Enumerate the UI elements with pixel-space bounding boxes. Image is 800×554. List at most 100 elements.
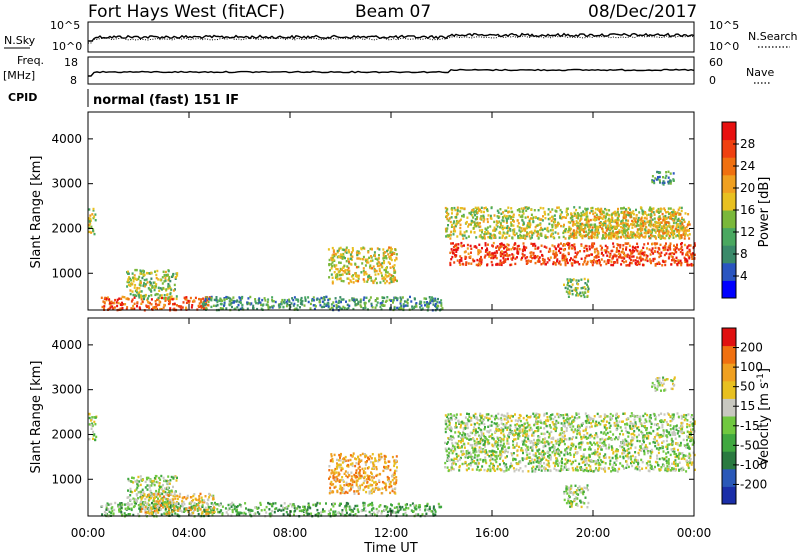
range-cell xyxy=(651,179,654,182)
range-cell xyxy=(170,475,173,479)
range-cell xyxy=(123,512,126,515)
range-cell xyxy=(357,302,360,305)
range-cell xyxy=(520,227,523,230)
range-cell xyxy=(366,460,368,463)
range-cell xyxy=(578,227,581,230)
range-cell xyxy=(519,236,522,240)
range-cell xyxy=(384,486,387,489)
range-cell xyxy=(486,247,488,250)
range-cell xyxy=(555,251,558,254)
range-cell xyxy=(101,505,104,508)
range-cell xyxy=(638,236,641,240)
range-cell xyxy=(595,247,598,250)
range-cell xyxy=(133,277,136,280)
range-cell xyxy=(239,301,242,305)
range-cell xyxy=(394,276,396,279)
range-cell xyxy=(677,217,680,221)
range-cell xyxy=(499,222,502,225)
range-cell xyxy=(147,305,150,308)
range-cell xyxy=(523,207,526,210)
range-cell xyxy=(149,506,151,509)
range-cell xyxy=(131,490,134,494)
range-cell xyxy=(356,504,359,508)
range-cell xyxy=(210,494,213,498)
range-cell xyxy=(625,222,628,225)
range-cell xyxy=(88,230,91,234)
range-cell xyxy=(493,458,496,461)
range-cell xyxy=(466,247,469,250)
range-cell xyxy=(164,490,167,494)
range-cell xyxy=(463,234,466,237)
colorbar-tick-label: 24 xyxy=(740,159,755,173)
range-cell xyxy=(401,296,404,299)
range-cell xyxy=(136,286,139,290)
range-cell xyxy=(593,215,596,218)
range-cell xyxy=(323,296,326,299)
range-cell xyxy=(648,235,650,238)
range-cell xyxy=(250,509,253,513)
range-cell xyxy=(588,211,591,215)
range-cell xyxy=(563,256,566,259)
range-cell xyxy=(364,506,367,509)
range-cell xyxy=(506,226,508,230)
range-cell xyxy=(338,463,341,466)
range-cell xyxy=(654,246,657,250)
range-cell xyxy=(665,242,667,245)
range-cell xyxy=(365,478,368,481)
range-cell xyxy=(597,216,599,219)
range-cell xyxy=(641,258,644,261)
range-cell xyxy=(620,229,623,232)
range-cell xyxy=(493,220,496,224)
range-cell xyxy=(601,217,604,220)
range-cell xyxy=(627,219,630,222)
range-cell xyxy=(336,251,339,254)
range-cell xyxy=(134,277,137,281)
range-cell xyxy=(179,492,182,496)
range-cell xyxy=(198,297,200,301)
colorbar-segment xyxy=(722,122,736,141)
range-cell xyxy=(680,261,683,265)
range-cell xyxy=(117,301,120,305)
range-cell xyxy=(374,459,377,462)
range-cell xyxy=(573,206,576,209)
range-cell xyxy=(367,278,369,281)
range-cell xyxy=(344,269,347,272)
range-cell xyxy=(636,263,639,266)
range-cell xyxy=(204,506,207,509)
range-cell xyxy=(375,483,378,486)
range-cell xyxy=(148,301,151,305)
range-cell xyxy=(597,250,600,254)
range-cell xyxy=(517,236,520,240)
range-cell xyxy=(392,301,394,304)
range-cell xyxy=(336,479,339,482)
range-cell xyxy=(306,512,309,515)
range-cell xyxy=(240,505,243,508)
range-cell xyxy=(550,215,553,219)
range-cell xyxy=(611,227,614,230)
range-cell xyxy=(570,257,572,260)
range-cell xyxy=(631,252,634,255)
range-cell xyxy=(144,285,147,288)
range-cell xyxy=(609,233,612,236)
range-cell xyxy=(490,256,493,260)
range-cell xyxy=(341,513,344,516)
range-cell xyxy=(686,430,689,433)
range-cell xyxy=(686,262,689,265)
range-cell xyxy=(622,235,625,238)
range-cell xyxy=(382,254,385,257)
range-cell xyxy=(411,305,414,308)
range-cell xyxy=(88,438,91,441)
range-cell xyxy=(359,460,362,463)
range-cell xyxy=(590,236,593,240)
range-cell xyxy=(184,297,187,301)
range-cell xyxy=(688,237,691,240)
range-cell xyxy=(325,502,327,505)
range-cell xyxy=(593,251,596,254)
range-cell xyxy=(583,259,586,262)
range-cell xyxy=(433,508,436,512)
range-cell xyxy=(258,297,261,300)
range-cell xyxy=(656,262,659,265)
range-cell xyxy=(205,512,208,516)
range-cell xyxy=(504,449,507,453)
range-cell xyxy=(586,260,589,264)
